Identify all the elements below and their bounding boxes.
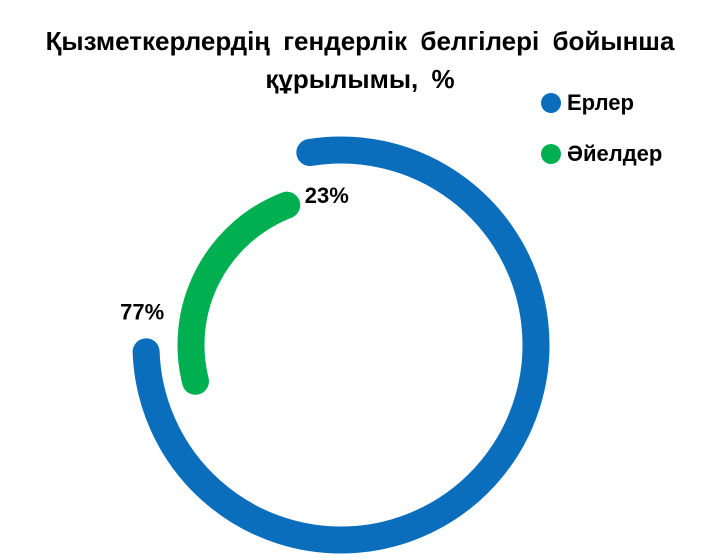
legend-marker: [541, 93, 561, 113]
value-label: 23%: [305, 183, 349, 208]
radial-bar: [177, 191, 301, 395]
chart-title: Қызметкерлердің гендерлік белгілері бойы…: [45, 26, 675, 94]
legend-label: Ерлер: [567, 90, 634, 115]
radial-bar: [132, 136, 550, 554]
legend-marker: [541, 144, 561, 164]
legend-label: Әйелдер: [567, 141, 662, 166]
value-label: 77%: [120, 300, 164, 325]
